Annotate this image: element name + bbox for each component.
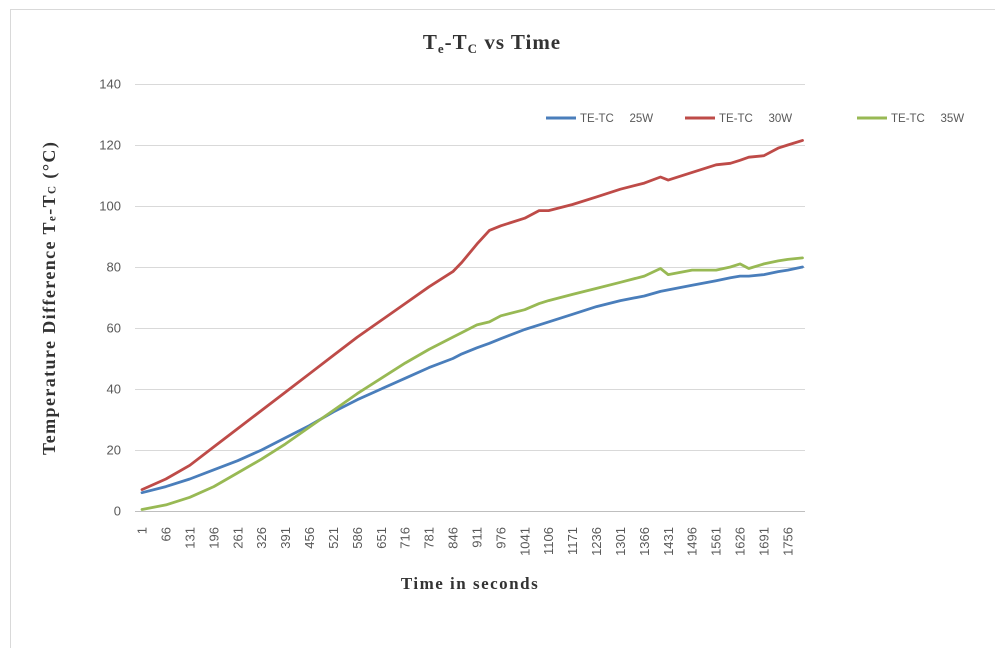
gridlines: [135, 84, 805, 512]
x-tick-label: 1496: [685, 527, 700, 556]
x-tick-label: 1756: [780, 527, 795, 556]
chart-title-text: vs Time: [478, 30, 562, 54]
x-tick-label: 1: [135, 527, 150, 534]
x-tick-label: 1626: [733, 527, 748, 556]
y-tick-label: 100: [99, 199, 121, 214]
x-tick-label: 326: [254, 527, 269, 549]
x-axis-ticks: 1 66 131 196 261 326 391 456 521 586 651 716 781 846 9…: [135, 527, 796, 556]
y-axis-ticks: 0 20 40 60 80 100 120 140: [99, 77, 121, 519]
x-tick-label: 66: [158, 527, 173, 541]
chart-title-text: -T: [444, 30, 468, 54]
x-tick-label: 391: [278, 527, 293, 549]
series-line-te-tc-25w: [140, 265, 804, 495]
x-tick-label: 976: [493, 527, 508, 549]
y-axis-title: Temperature Difference Te-TC (°C): [37, 98, 61, 498]
x-tick-label: 1106: [541, 527, 556, 555]
chart-title-text: T: [422, 30, 438, 54]
y-tick-label: 60: [107, 321, 121, 336]
legend-item-te-tc-25w: TE-TC 25W: [546, 113, 653, 125]
legend: TE-TC 25W TE-TC 30W TE-TC 35W: [546, 113, 964, 125]
x-tick-label: 846: [445, 527, 460, 549]
x-tick-label: 1366: [637, 527, 652, 556]
legend-label: TE-TC 35W: [891, 113, 964, 125]
x-axis-title: Time in seconds: [400, 574, 540, 593]
x-tick-label: 131: [182, 527, 197, 549]
series-line-te-tc-35w: [140, 256, 804, 511]
y-tick-label: 40: [107, 382, 121, 397]
chart-frame: [10, 9, 995, 648]
x-tick-label: 261: [230, 527, 245, 549]
x-tick-label: 196: [206, 527, 221, 549]
x-tick-label: 1236: [589, 527, 604, 556]
series-lines: [140, 138, 804, 511]
y-axis-title-text: Temperature Difference T: [39, 221, 59, 456]
x-tick-label: 911: [469, 527, 484, 548]
x-tick-label: 1431: [661, 527, 676, 556]
x-tick-label: 716: [398, 527, 413, 549]
x-tick-label: 586: [350, 527, 365, 549]
x-tick-label: 1561: [709, 527, 724, 556]
series-line-te-tc-30w: [140, 138, 804, 492]
y-axis-title-subscript: e: [46, 214, 59, 222]
x-tick-label: 1041: [517, 527, 532, 556]
x-tick-label: 651: [374, 527, 389, 549]
y-tick-label: 20: [107, 443, 121, 458]
chart-title-subscript: e: [437, 40, 445, 56]
chart-title: Te-TC vs Time: [342, 30, 642, 56]
x-tick-label: 521: [326, 527, 341, 549]
y-axis-title-text: (°C): [39, 140, 59, 185]
x-tick-label: 1301: [613, 527, 628, 556]
x-tick-label: 456: [302, 527, 317, 549]
legend-label: TE-TC 25W: [580, 113, 653, 125]
y-tick-label: 120: [99, 138, 121, 153]
y-tick-label: 0: [114, 504, 121, 519]
x-tick-label: 1171: [565, 527, 580, 555]
x-tick-label: 1691: [756, 527, 771, 556]
y-tick-label: 140: [99, 77, 121, 92]
legend-item-te-tc-35w: TE-TC 35W: [857, 113, 964, 125]
y-axis-title-subscript: C: [46, 184, 59, 195]
legend-item-te-tc-30w: TE-TC 30W: [685, 113, 792, 125]
x-tick-label: 781: [422, 527, 437, 549]
chart-title-subscript: C: [467, 40, 479, 56]
legend-label: TE-TC 30W: [719, 113, 792, 125]
y-tick-label: 80: [107, 260, 121, 275]
y-axis-title-text: -T: [39, 194, 59, 215]
